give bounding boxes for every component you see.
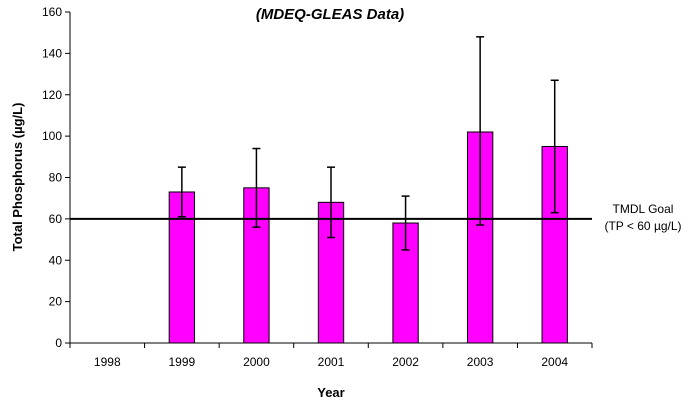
chart-subtitle: (MDEQ-GLEAS Data) <box>256 6 404 23</box>
y-tick-label: 40 <box>49 253 63 267</box>
bars <box>169 132 567 343</box>
x-tick-label: 2003 <box>467 355 494 369</box>
x-tick-label: 2002 <box>392 355 419 369</box>
x-tick-label: 2004 <box>541 355 568 369</box>
y-tick-label: 100 <box>42 129 62 143</box>
x-tick-label: 1999 <box>169 355 196 369</box>
x-axis-title: Year <box>317 385 344 400</box>
x-axis-ticks: 1998 1999 2000 2001 2002 2003 2004 <box>70 343 592 369</box>
tmdl-goal-sublabel: (TP < 60 µg/L) <box>604 219 681 233</box>
x-tick-label: 2000 <box>243 355 270 369</box>
y-tick-label: 20 <box>49 295 63 309</box>
y-tick-label: 120 <box>42 88 62 102</box>
y-axis-title: Total Phosphorus (µg/L) <box>10 103 25 252</box>
tmdl-goal-label: TMDL Goal <box>613 202 674 216</box>
y-tick-label: 80 <box>49 171 63 185</box>
y-tick-label: 0 <box>55 336 62 350</box>
x-tick-label: 1998 <box>94 355 121 369</box>
y-tick-label: 140 <box>42 46 62 60</box>
y-tick-label: 60 <box>49 212 63 226</box>
y-tick-label: 160 <box>42 5 62 19</box>
y-axis-ticks: 0 20 40 60 80 100 120 140 160 <box>42 5 70 350</box>
reference-line-group: TMDL Goal (TP < 60 µg/L) <box>70 202 682 233</box>
x-tick-label: 2001 <box>318 355 345 369</box>
